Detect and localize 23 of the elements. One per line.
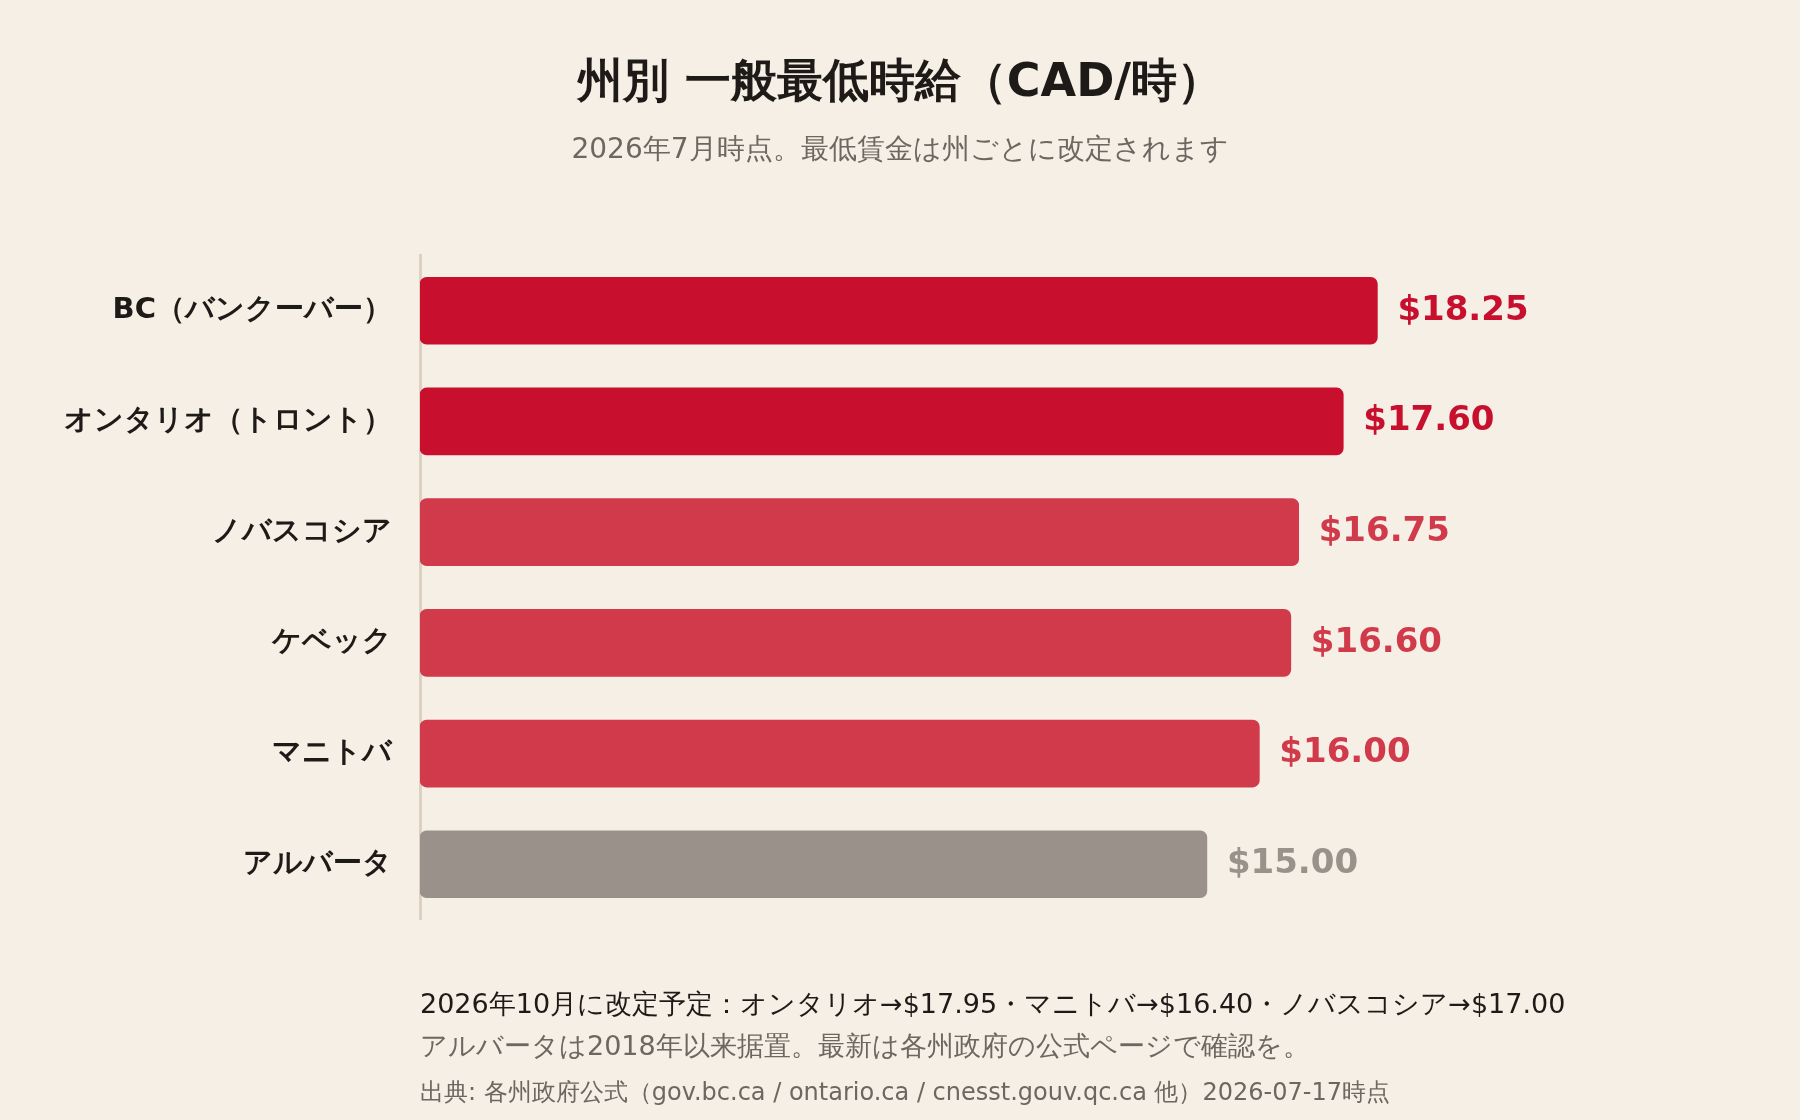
chart-subtitle: 2026年7月時点。最低賃金は州ごとに改定されます	[570, 131, 1230, 167]
y-tick-label: オンタリオ（トロント）	[64, 401, 392, 436]
y-tick-label: ノバスコシア	[212, 512, 392, 547]
data-label: $16.00	[1279, 730, 1411, 771]
bar	[420, 609, 1292, 677]
data-label: $16.75	[1318, 508, 1450, 549]
text: アルバータは2018年以来据置。最新は各州政府の公式ページで確認を。	[420, 1029, 1311, 1063]
bar	[420, 719, 1260, 788]
data-label: $15.00	[1226, 841, 1359, 882]
bar	[420, 387, 1344, 456]
bar	[420, 276, 1378, 345]
chart-title: 州別 一般最低時給（CAD/時）	[575, 52, 1225, 109]
y-tick-label: BC（バンクーバー）	[112, 291, 392, 326]
source-note: 出典: 各州政府公式（gov.bc.ca / ontario.ca / cnesst.gouv.qc.ca 他）2026-07-17時点	[420, 1077, 1391, 1108]
bar	[420, 498, 1300, 566]
data-label: $16.60	[1310, 619, 1443, 660]
y-tick-label: アルバータ	[243, 844, 392, 879]
bar	[420, 830, 1208, 899]
text: 2026年10月に改定予定：オンタリオ→$17.95・マニトバ→$16.40・ノバスコシア→$17.00	[420, 987, 1566, 1021]
data-label: $18.25	[1397, 287, 1529, 328]
y-tick-label: ケベック	[271, 623, 392, 658]
data-label: $17.60	[1363, 398, 1495, 439]
y-tick-label: マニトバ	[272, 734, 393, 769]
